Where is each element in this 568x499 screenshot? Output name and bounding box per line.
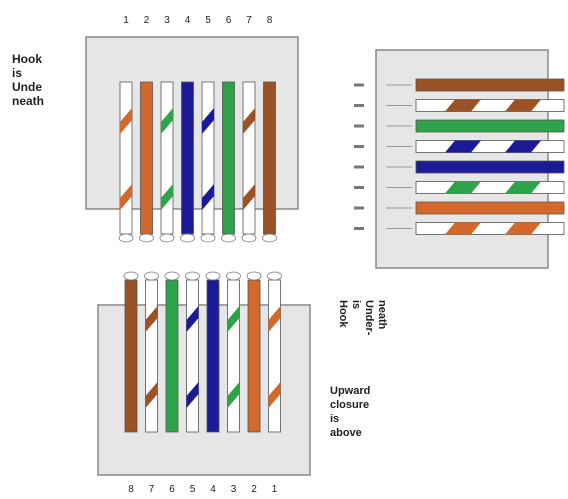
bottom-wire-2 bbox=[144, 271, 159, 433]
bottom-wire-group bbox=[123, 271, 282, 433]
bottom-wire-4 bbox=[185, 271, 200, 433]
top-wire-7 bbox=[241, 81, 257, 243]
side-wire-6 bbox=[354, 181, 565, 194]
bottom-pin-number-5: 4 bbox=[210, 484, 216, 495]
bottom-right-label-line-2: closure bbox=[330, 399, 370, 411]
side-wire-1 bbox=[354, 78, 565, 92]
bottom-pin-number-3: 6 bbox=[169, 484, 175, 495]
side-wire-8 bbox=[354, 222, 565, 235]
bottom-wire-1 bbox=[123, 271, 139, 433]
top-pin-numbers: 1 2 3 4 5 6 7 8 bbox=[123, 15, 273, 26]
top-pin-number-5: 5 bbox=[205, 15, 211, 26]
side-wire-4 bbox=[354, 140, 565, 153]
top-wire-6 bbox=[221, 81, 236, 243]
bottom-right-label: Upward closure is above bbox=[330, 384, 370, 440]
bottom-right-label-line-3: is bbox=[330, 413, 340, 425]
right-label-line-1: Hook bbox=[337, 300, 349, 328]
bottom-pin-number-4: 5 bbox=[190, 484, 196, 495]
top-pin-number-2: 2 bbox=[144, 15, 150, 26]
top-connector: 1 2 3 4 5 6 7 8 bbox=[85, 15, 299, 243]
top-wire-3 bbox=[159, 81, 175, 243]
side-connector bbox=[354, 49, 565, 269]
top-pin-number-6: 6 bbox=[226, 15, 232, 26]
top-left-label-line-2: is bbox=[12, 66, 23, 80]
bottom-pin-number-8: 1 bbox=[272, 484, 278, 495]
top-wire-4 bbox=[180, 81, 195, 243]
right-label-line-2: is bbox=[350, 300, 362, 309]
top-pin-number-8: 8 bbox=[267, 15, 273, 26]
bottom-right-label-line-1: Upward bbox=[330, 385, 371, 397]
top-pin-number-1: 1 bbox=[123, 15, 129, 26]
side-wire-5 bbox=[354, 160, 565, 174]
bottom-connector: 8 7 6 5 4 3 2 1 bbox=[97, 271, 311, 495]
top-left-label-line-3: Unde bbox=[12, 80, 42, 94]
bottom-wire-3 bbox=[164, 271, 180, 433]
bottom-wire-5 bbox=[205, 271, 221, 433]
right-label-line-3: Under- bbox=[363, 300, 375, 336]
top-left-label-line-1: Hook bbox=[12, 52, 42, 66]
right-label-line-4: neath bbox=[376, 300, 388, 330]
top-pin-number-7: 7 bbox=[246, 15, 252, 26]
top-pin-number-4: 4 bbox=[185, 15, 191, 26]
top-wire-8 bbox=[262, 81, 277, 243]
side-wire-2 bbox=[354, 99, 565, 112]
bottom-pin-numbers: 8 7 6 5 4 3 2 1 bbox=[128, 484, 278, 495]
top-left-label: Hook is Unde neath bbox=[12, 52, 44, 108]
side-wire-7 bbox=[354, 201, 565, 215]
bottom-pin-number-7: 2 bbox=[251, 484, 257, 495]
top-wire-1 bbox=[118, 81, 134, 243]
bottom-pin-number-1: 8 bbox=[128, 484, 134, 495]
bottom-wire-8 bbox=[267, 271, 282, 433]
side-wire-3 bbox=[354, 119, 565, 133]
top-wire-5 bbox=[200, 81, 216, 243]
top-wire-2 bbox=[139, 81, 154, 243]
bottom-wire-7 bbox=[246, 271, 262, 433]
top-left-label-line-4: neath bbox=[12, 94, 45, 108]
bottom-pin-number-2: 7 bbox=[149, 484, 155, 495]
top-pin-number-3: 3 bbox=[164, 15, 170, 26]
bottom-pin-number-6: 3 bbox=[231, 484, 237, 495]
bottom-wire-6 bbox=[226, 271, 241, 433]
top-wire-group bbox=[118, 81, 277, 243]
side-wire-group bbox=[354, 78, 565, 235]
bottom-right-label-line-4: above bbox=[330, 427, 362, 439]
right-vertical-label: Hook is Under- neath bbox=[337, 300, 388, 336]
